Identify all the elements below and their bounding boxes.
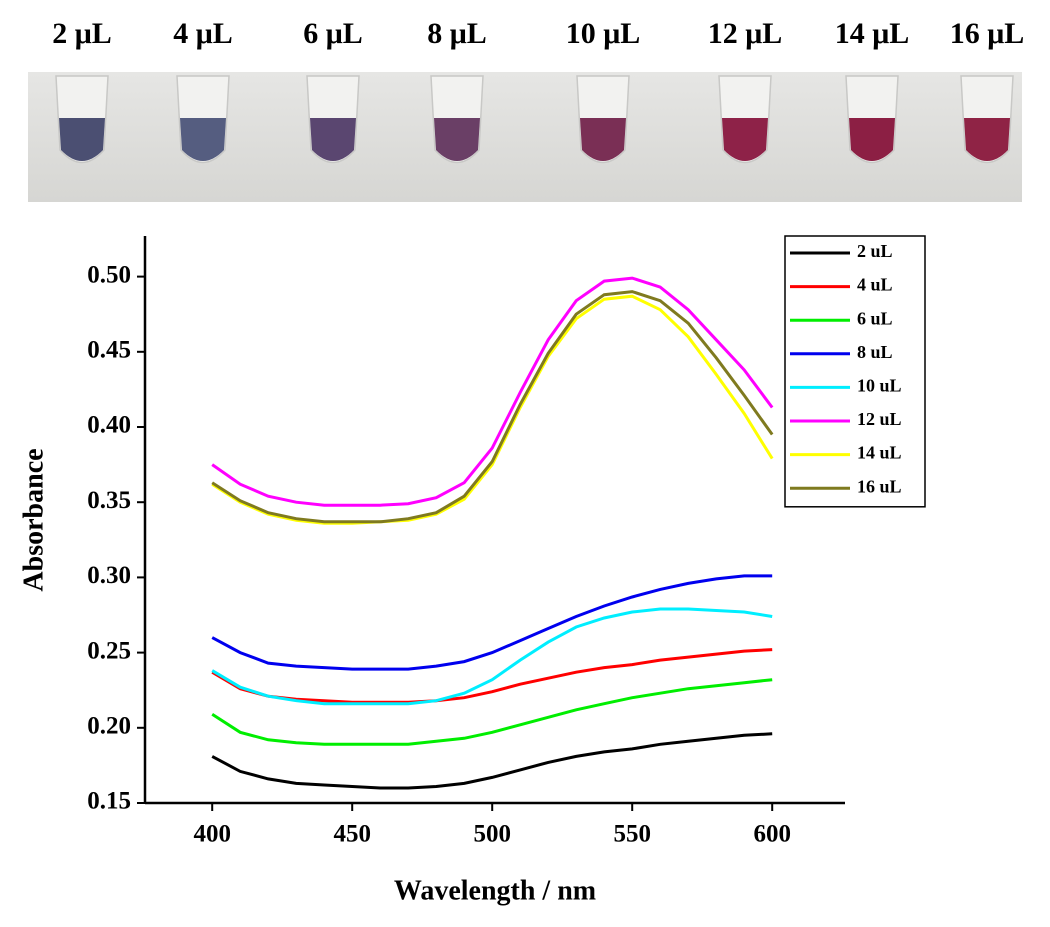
legend-label: 14 uL — [857, 443, 902, 463]
tube-label: 10 μL — [566, 17, 641, 50]
x-tick-label: 450 — [333, 821, 371, 848]
legend-label: 16 uL — [857, 476, 902, 496]
tube-label: 2 μL — [52, 17, 112, 50]
tube-label: 4 μL — [173, 17, 233, 50]
series-line — [211, 732, 773, 790]
tube-label: 6 μL — [303, 17, 363, 50]
series-line — [211, 678, 773, 746]
y-tick-label: 0.40 — [87, 412, 131, 439]
y-tick-label: 0.50 — [87, 261, 131, 288]
tube-label: 8 μL — [427, 17, 487, 50]
x-tick-label: 500 — [473, 821, 511, 848]
x-tick-label: 600 — [753, 821, 791, 848]
y-axis-title: Absorbance — [18, 448, 49, 591]
x-tick-label: 400 — [193, 821, 231, 848]
tube-liquid — [580, 118, 626, 161]
legend-label: 6 uL — [857, 308, 893, 328]
x-tick-label: 550 — [613, 821, 651, 848]
y-tick-label: 0.15 — [87, 788, 131, 815]
series-line — [211, 574, 773, 671]
tube-liquid — [59, 118, 105, 161]
y-tick-label: 0.25 — [87, 637, 131, 664]
tube-liquid — [180, 118, 226, 161]
y-tick-label: 0.20 — [87, 713, 131, 740]
legend-label: 10 uL — [857, 376, 902, 396]
legend-label: 12 uL — [857, 409, 902, 429]
tube-liquid — [964, 118, 1010, 161]
series-line — [211, 648, 773, 704]
legend-label: 2 uL — [857, 241, 893, 261]
tube-liquid — [849, 118, 895, 161]
legend-box — [784, 235, 926, 508]
legend-label: 4 uL — [857, 275, 893, 295]
y-tick-label: 0.35 — [87, 487, 131, 514]
y-tick-label: 0.30 — [87, 562, 131, 589]
tube-liquid — [434, 118, 480, 161]
series-line — [211, 607, 773, 706]
series-line — [211, 294, 774, 525]
tube-liquid — [310, 118, 356, 161]
tube-liquid — [722, 118, 768, 161]
series-line — [211, 290, 774, 524]
x-axis-title: Wavelength / nm — [394, 875, 596, 906]
tube-label: 16 μL — [950, 17, 1025, 50]
tube-label: 12 μL — [708, 17, 783, 50]
y-tick-label: 0.45 — [87, 337, 131, 364]
series-line — [211, 276, 774, 507]
legend-label: 8 uL — [857, 342, 893, 362]
tube-label: 14 μL — [835, 17, 910, 50]
